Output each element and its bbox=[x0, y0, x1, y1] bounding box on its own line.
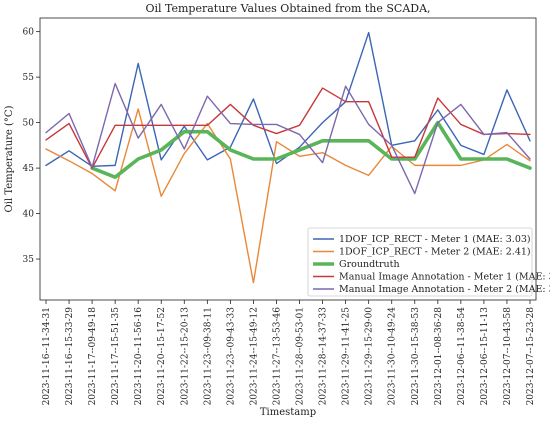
x-tick-label: 2023-11-23--09-38-11 bbox=[203, 307, 213, 405]
legend-label: 1DOF_ICP_RECT - Meter 1 (MAE: 3.03) bbox=[339, 234, 531, 245]
x-tick-label: 2023-11-23--09-43-33 bbox=[226, 307, 236, 406]
x-tick-label: 2023-12-07--10-43-58 bbox=[503, 307, 513, 406]
plot-area bbox=[45, 31, 532, 284]
x-tick-label: 2023-11-20--11-56-16 bbox=[134, 307, 144, 406]
x-tick-label: 2023-11-16--11-34-31 bbox=[42, 307, 52, 405]
x-tick-label: 2023-12-07--15-23-28 bbox=[526, 307, 536, 406]
x-tick-label: 2023-11-28--09-53-01 bbox=[296, 307, 306, 405]
y-tick-label: 45 bbox=[23, 164, 35, 174]
legend-box bbox=[307, 227, 533, 297]
y-axis-title: Oil Temperature (°C) bbox=[4, 105, 15, 212]
legend-label: Manual Image Annotation - Meter 2 (MAE: … bbox=[339, 284, 550, 295]
legend-label: Groundtruth bbox=[339, 259, 400, 270]
x-tick-label: 2023-11-22--15-20-13 bbox=[180, 307, 190, 406]
plot-frame bbox=[39, 17, 537, 301]
chart-title: Oil Temperature Values Obtained from the… bbox=[145, 2, 430, 15]
x-tick-label: 2023-11-30--10-49-24 bbox=[388, 307, 398, 406]
x-tick-label: 2023-11-24--15-49-12 bbox=[249, 307, 259, 405]
x-tick-label: 2023-11-17--09-49-18 bbox=[88, 307, 98, 406]
y-tick-label: 35 bbox=[23, 255, 35, 265]
y-tick-label: 55 bbox=[23, 73, 35, 83]
x-axis: 2023-11-16--11-34-31 2023-11-16--15-33-29… bbox=[42, 300, 536, 405]
x-tick-label: 2023-11-30--15-38-53 bbox=[411, 307, 421, 406]
y-axis: 35 40 45 50 55 60 bbox=[23, 28, 40, 265]
x-tick-label: 2023-12-01--08-36-28 bbox=[434, 307, 444, 406]
x-tick-label: 2023-11-27--13-53-46 bbox=[272, 307, 282, 406]
legend-label: 1DOF_ICP_RECT - Meter 2 (MAE: 2.41) bbox=[339, 247, 531, 258]
x-tick-label: 2023-11-20--15-17-52 bbox=[157, 307, 167, 405]
x-tick-label: 2023-12-06--15-11-13 bbox=[480, 307, 490, 406]
series-line-3 bbox=[90, 120, 532, 179]
series-line-2 bbox=[45, 108, 531, 284]
y-tick-label: 60 bbox=[23, 28, 35, 38]
x-tick-label: 2023-11-28--14-37-33 bbox=[319, 307, 329, 406]
x-axis-title: Timestamp bbox=[260, 407, 316, 418]
x-tick-label: 2023-11-29--11-41-25 bbox=[342, 307, 352, 406]
y-tick-label: 40 bbox=[23, 210, 35, 220]
legend-label: Manual Image Annotation - Meter 1 (MAE: … bbox=[339, 272, 550, 283]
x-tick-label: 2023-11-29--15-29-00 bbox=[365, 307, 375, 406]
y-tick-label: 50 bbox=[23, 119, 35, 129]
series-line-1 bbox=[45, 31, 531, 167]
series-line-5 bbox=[45, 82, 531, 195]
x-tick-label: 2023-11-17--15-51-35 bbox=[111, 307, 121, 406]
legend: 1DOF_ICP_RECT - Meter 1 (MAE: 3.03) 1DOF_… bbox=[307, 227, 550, 297]
x-tick-label: 2023-11-16--15-33-29 bbox=[65, 307, 75, 406]
x-tick-label: 2023-12-06--11-38-54 bbox=[457, 307, 467, 406]
